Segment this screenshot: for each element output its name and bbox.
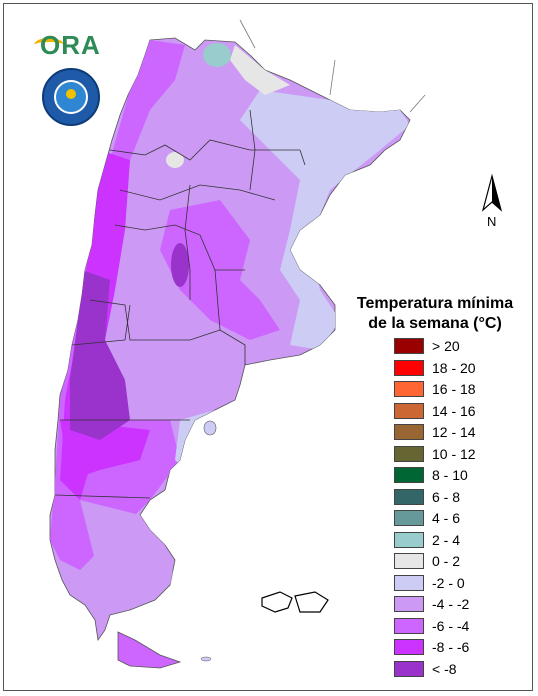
legend-item: 18 - 20 [394,359,476,377]
seal-sun-icon [66,89,76,99]
legend-swatch [394,402,424,419]
malvinas-islands [261,591,329,613]
legend-label: < -8 [432,660,457,677]
legend-item: -6 - -4 [394,617,469,635]
legend-swatch [394,596,424,612]
zone-minus4-minus2-south [80,500,175,610]
legend-label: -6 - -4 [432,617,470,634]
north-arrow-icon [481,173,503,212]
coast-island [203,420,217,436]
zone-minus2-0-northeast [330,110,405,150]
legend-swatch [394,574,424,591]
ora-logo: ORA [40,30,101,60]
north-label: N [487,214,497,229]
legend-item: 6 - 8 [394,488,460,506]
legend-item: -4 - -2 [394,595,469,613]
coast-island-2 [200,656,212,662]
legend-label: 6 - 8 [432,488,461,505]
legend-label: > 20 [432,338,460,354]
legend-label: -4 - -2 [432,596,470,612]
legend-label: 10 - 12 [432,445,476,462]
legend-label: 14 - 16 [432,402,476,419]
zone-0-2-spot [166,152,184,168]
legend-swatch [394,531,424,548]
legend-item: 4 - 6 [394,509,460,527]
legend-title-line2: de la semana (°C) [368,315,502,332]
legend-item: 8 - 10 [394,466,468,484]
legend-swatch [394,467,424,483]
legend-swatch [394,488,424,505]
legend-item: 10 - 12 [394,445,476,463]
legend-item: 12 - 14 [394,423,476,441]
legend-swatch [394,359,424,376]
province-borders [54,109,306,499]
zone-minus2-0-east [240,90,410,350]
zone-below-minus8-center [171,243,189,287]
temperature-zones [49,19,426,669]
zone-0-2-north [230,45,290,95]
legend-swatch [394,639,424,655]
legend-item: 14 - 16 [394,402,476,420]
legend-title-line1: Temperatura mínima [356,295,514,312]
legend-item: > 20 [394,337,460,355]
legend-label: 4 - 6 [432,510,461,526]
legend-swatch [394,445,424,462]
ora-swoosh-icon [34,38,64,52]
legend-item: -2 - 0 [394,574,465,592]
legend-swatch [394,381,424,397]
legend-item: 2 - 4 [394,531,460,549]
zone-2-4-north [203,43,231,67]
legend-swatch [394,424,424,440]
legend-swatch [394,510,424,526]
neighbor-border [239,19,426,113]
legend-label: -8 - -6 [432,639,470,655]
tierra-del-fuego [117,631,182,669]
legend-item: < -8 [394,660,457,678]
legend-label: 18 - 20 [432,359,476,376]
legend-swatch [394,338,424,354]
legend-label: 0 - 2 [432,553,461,569]
legend-label: -2 - 0 [432,574,465,591]
legend-label: 16 - 18 [432,381,476,397]
legend-item: -8 - -6 [394,638,469,656]
zone-minus8-minus6-south [60,420,150,480]
legend-item: 16 - 18 [394,380,476,398]
legend-label: 12 - 14 [432,424,476,440]
seal-inner [54,80,88,114]
legend-swatch [394,553,424,569]
legend-title: Temperatura mínima de la semana (°C) [340,294,530,334]
legend-label: 8 - 10 [432,467,468,483]
legend-item: 0 - 2 [394,552,460,570]
legend-swatch [394,617,424,634]
zone-below-minus8-andes [70,270,130,440]
legend-label: 2 - 4 [432,531,461,548]
smn-seal-icon [42,68,100,126]
legend-swatch [394,660,424,677]
